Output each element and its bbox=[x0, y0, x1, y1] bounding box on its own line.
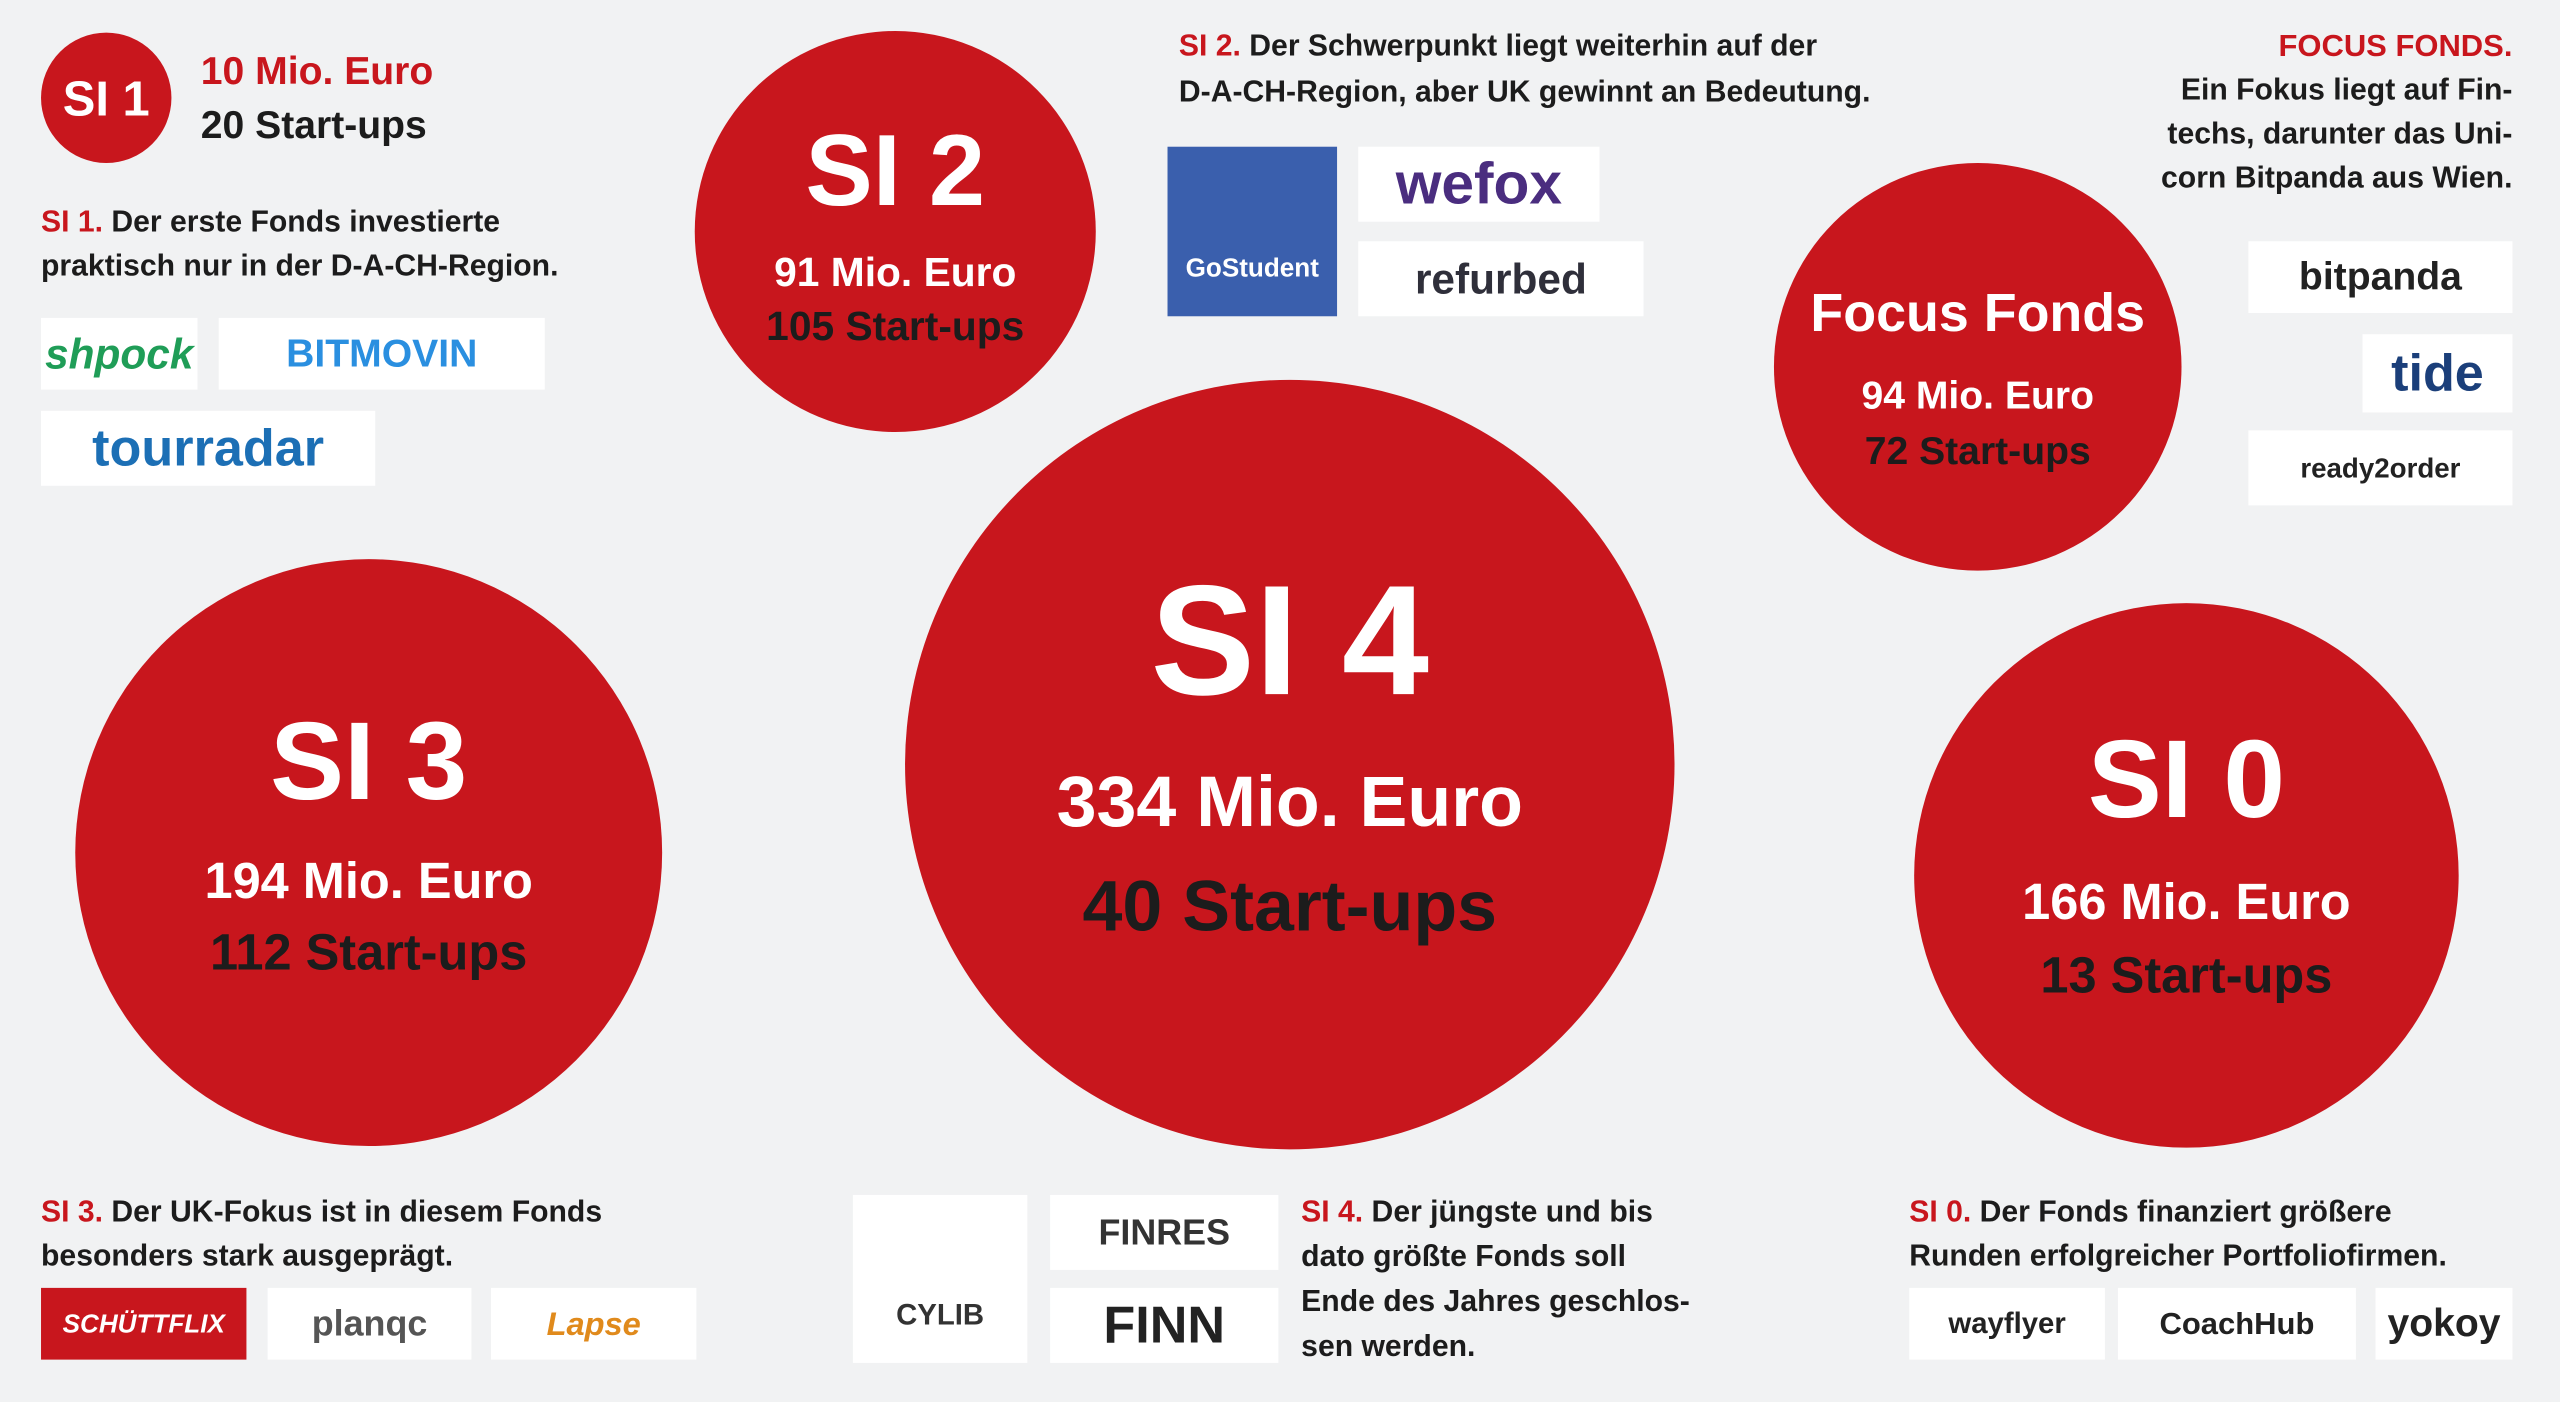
description-text: Ende des Jahres geschlos- bbox=[1301, 1284, 1690, 1317]
description-lead: SI 1. bbox=[41, 205, 103, 238]
logo: SCHÜTTFLIX bbox=[63, 1309, 227, 1339]
logo: bitpanda bbox=[2299, 256, 2462, 299]
fund-amount: 91 Mio. Euro bbox=[774, 249, 1016, 295]
description-line: SI 1. Der erste Fonds investierte bbox=[41, 205, 500, 238]
description-text: techs, darunter das Uni- bbox=[2167, 117, 2512, 150]
logo-box bbox=[267, 1287, 472, 1360]
logo-box bbox=[41, 410, 376, 486]
description-text: sen werden. bbox=[1301, 1329, 1475, 1362]
fund-startups: 105 Start-ups bbox=[766, 303, 1024, 349]
logo: planqc bbox=[312, 1304, 428, 1344]
description-text: corn Bitpanda aus Wien. bbox=[2161, 161, 2512, 194]
description-text: Der Schwerpunkt liegt weiterhin auf der bbox=[1249, 29, 1817, 62]
fund-name: SI 1 bbox=[63, 72, 150, 126]
logo-box bbox=[2248, 241, 2513, 314]
logo: FINN bbox=[1103, 1296, 1225, 1354]
logo-box bbox=[1909, 1287, 2105, 1360]
fund-name: SI 3 bbox=[270, 700, 467, 823]
logo-box bbox=[1358, 241, 1644, 317]
fund-amount: 194 Mio. Euro bbox=[204, 852, 532, 909]
fund-circle bbox=[75, 559, 663, 1147]
logo-box bbox=[2248, 430, 2513, 506]
description-line: SI 0. Der Fonds finanziert größere bbox=[1909, 1195, 2391, 1228]
description-text: Ein Fokus liegt auf Fin- bbox=[2181, 73, 2513, 106]
logo-box bbox=[1050, 1287, 1279, 1363]
description-line: D-A-CH-Region, aber UK gewinnt an Bedeut… bbox=[1179, 75, 1871, 108]
description-line: Ein Fokus liegt auf Fin- bbox=[2181, 73, 2513, 106]
fund-startups: 13 Start-ups bbox=[2040, 946, 2332, 1003]
fund-circle bbox=[905, 379, 1675, 1150]
description-line: techs, darunter das Uni- bbox=[2167, 117, 2512, 150]
fund-startups: 72 Start-ups bbox=[1865, 430, 2091, 473]
fund-amount: 94 Mio. Euro bbox=[1861, 375, 2094, 418]
fund-startups: 20 Start-ups bbox=[201, 104, 427, 147]
description-text: besonders stark ausgeprägt. bbox=[41, 1239, 453, 1272]
logo: tide bbox=[2391, 344, 2484, 402]
description-line: Runden erfolgreicher Portfoliofirmen. bbox=[1909, 1239, 2447, 1272]
logo: BITMOVIN bbox=[286, 332, 477, 375]
description-line: dato größte Fonds soll bbox=[1301, 1240, 1626, 1273]
description-lead: SI 2. bbox=[1179, 29, 1241, 62]
description-line: SI 2. Der Schwerpunkt liegt weiterhin au… bbox=[1179, 29, 1817, 62]
logo-box bbox=[41, 1287, 247, 1360]
fund-startups: 112 Start-ups bbox=[210, 924, 527, 981]
logo-box bbox=[2117, 1287, 2356, 1360]
fund-name: SI 0 bbox=[2088, 718, 2285, 841]
logo: tourradar bbox=[92, 419, 324, 477]
description-text: Der Fonds finanziert größere bbox=[1980, 1195, 2392, 1228]
description-line: SI 3. Der UK-Fokus ist in diesem Fonds bbox=[41, 1195, 602, 1228]
description-lead: SI 0. bbox=[1909, 1195, 1971, 1228]
logo: CoachHub bbox=[2160, 1306, 2315, 1341]
description-line: praktisch nur in der D-A-CH-Region. bbox=[41, 249, 558, 282]
fund-amount: 10 Mio. Euro bbox=[201, 50, 434, 93]
fund-circle bbox=[1773, 163, 2182, 571]
fund-name: Focus Fonds bbox=[1810, 283, 2145, 343]
fund-name: SI 2 bbox=[805, 115, 985, 227]
logo-box bbox=[2375, 1287, 2513, 1360]
logo: wayflyer bbox=[1947, 1307, 2065, 1340]
description-text: praktisch nur in der D-A-CH-Region. bbox=[41, 249, 558, 282]
logo-box bbox=[852, 1194, 1028, 1363]
description-text: Der erste Fonds investierte bbox=[111, 205, 500, 238]
description-lead: SI 3. bbox=[41, 1195, 103, 1228]
logo: yokoy bbox=[2387, 1302, 2500, 1345]
description-text: Der UK-Fokus ist in diesem Fonds bbox=[111, 1195, 602, 1228]
description-text: Runden erfolgreicher Portfoliofirmen. bbox=[1909, 1239, 2447, 1272]
description-line: Ende des Jahres geschlos- bbox=[1301, 1284, 1690, 1317]
logo: CYLIB bbox=[896, 1298, 984, 1331]
description-line: besonders stark ausgeprägt. bbox=[41, 1239, 453, 1272]
logo-box bbox=[41, 317, 198, 390]
fund-circle bbox=[694, 30, 1096, 433]
logo: FINRES bbox=[1099, 1212, 1231, 1252]
logo-box bbox=[490, 1287, 697, 1360]
logo-box bbox=[2362, 334, 2513, 413]
description-line: SI 4. Der jüngste und bis bbox=[1301, 1195, 1653, 1228]
description-text: D-A-CH-Region, aber UK gewinnt an Bedeut… bbox=[1179, 75, 1871, 108]
logo: refurbed bbox=[1415, 255, 1587, 302]
description-text: Der jüngste und bis bbox=[1372, 1195, 1653, 1228]
logo: GoStudent bbox=[1186, 252, 1320, 282]
fund-amount: 334 Mio. Euro bbox=[1057, 762, 1523, 842]
fund-startups: 40 Start-ups bbox=[1083, 866, 1497, 946]
description-lead: SI 4. bbox=[1301, 1195, 1363, 1228]
logo-box bbox=[1167, 146, 1338, 317]
fund-circle bbox=[41, 32, 172, 164]
fund-amount: 166 Mio. Euro bbox=[2022, 873, 2350, 930]
logo: shpock bbox=[45, 330, 196, 377]
logo-box bbox=[218, 317, 545, 390]
logo: Lapse bbox=[547, 1305, 641, 1342]
logo: wefox bbox=[1395, 152, 1563, 217]
logo: ready2order bbox=[2300, 452, 2460, 483]
description-lead: FOCUS FONDS. bbox=[2278, 28, 2512, 63]
fund-name: SI 4 bbox=[1151, 553, 1429, 728]
fund-circle bbox=[1914, 603, 2459, 1148]
description-text: dato größte Fonds soll bbox=[1301, 1240, 1626, 1273]
description-line: corn Bitpanda aus Wien. bbox=[2161, 161, 2512, 194]
logo-box bbox=[1050, 1194, 1279, 1270]
logo-box bbox=[1358, 146, 1600, 222]
description-line: sen werden. bbox=[1301, 1329, 1475, 1362]
